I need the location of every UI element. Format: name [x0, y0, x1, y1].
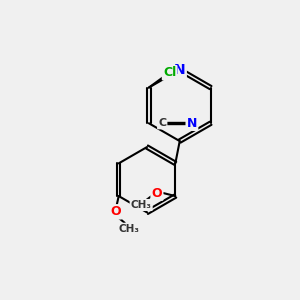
Text: O: O — [152, 187, 162, 200]
Text: CH₃: CH₃ — [131, 200, 152, 210]
Text: O: O — [110, 205, 121, 218]
Text: N: N — [187, 117, 197, 130]
Text: C: C — [158, 118, 166, 128]
Text: N: N — [174, 63, 185, 77]
Text: Cl: Cl — [163, 66, 176, 79]
Text: CH₃: CH₃ — [118, 224, 140, 234]
